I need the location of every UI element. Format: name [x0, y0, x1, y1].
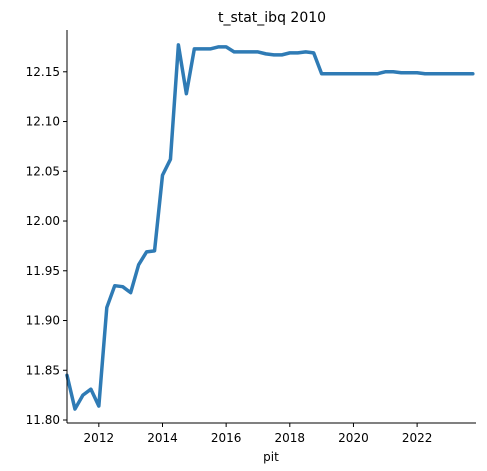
- chart-title: t_stat_ibq 2010: [218, 10, 326, 26]
- y-tick-label: 12.10: [26, 115, 60, 129]
- y-tick-label: 12.00: [26, 214, 60, 228]
- plot-area: [65, 43, 475, 411]
- y-tick-label: 11.95: [26, 264, 60, 278]
- x-tick-label: 2020: [338, 431, 369, 445]
- y-tick-label: 12.05: [26, 164, 60, 178]
- y-tick-label: 11.90: [26, 314, 60, 328]
- series-line: [65, 43, 475, 411]
- x-tick-label: 2016: [211, 431, 242, 445]
- x-tick-label: 2014: [147, 431, 178, 445]
- x-tick-label: 2018: [275, 431, 306, 445]
- x-tick-label: 2012: [84, 431, 115, 445]
- y-axis-ticks: 11.80 11.85 11.90 11.95 12.00 12.05 12.10 12.15: [26, 65, 67, 427]
- x-axis-label: pit: [263, 450, 279, 464]
- y-tick-label: 12.15: [26, 65, 60, 79]
- x-tick-label: 2022: [402, 431, 433, 445]
- x-axis-ticks: 2012 2014 2016 2018 2020 2022: [84, 423, 433, 445]
- y-tick-label: 11.85: [26, 363, 60, 377]
- y-tick-label: 11.80: [26, 413, 60, 427]
